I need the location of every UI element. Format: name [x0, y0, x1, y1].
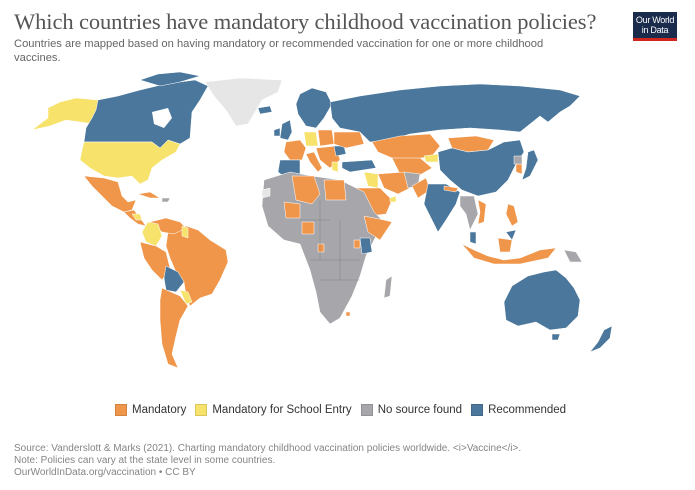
- world-map[interactable]: [0, 60, 695, 400]
- country-brazil[interactable]: [165, 225, 229, 307]
- legend-swatch-school-entry: [195, 404, 208, 416]
- country-japan[interactable]: [521, 149, 539, 181]
- country-greece[interactable]: [331, 161, 339, 173]
- country-ireland[interactable]: [273, 127, 281, 137]
- legend-item-school-entry[interactable]: Mandatory for School Entry: [195, 404, 352, 416]
- country-malaysia[interactable]: [469, 231, 477, 245]
- country-greenland[interactable]: [204, 77, 283, 127]
- legend-label-recommended: Recommended: [488, 404, 567, 416]
- legend-swatch-recommended: [471, 404, 484, 416]
- legend-label-school-entry: Mandatory for School Entry: [212, 404, 352, 416]
- country-indonesia[interactable]: [461, 243, 557, 265]
- logo-line-2: in Data: [641, 25, 669, 35]
- country-tasmania: [551, 333, 561, 341]
- country-north-korea[interactable]: [513, 155, 523, 165]
- legend-swatch-no-source: [360, 404, 373, 416]
- country-nicaragua[interactable]: [131, 213, 143, 221]
- country-korea[interactable]: [515, 163, 523, 175]
- country-poland[interactable]: [317, 129, 335, 147]
- country-mali[interactable]: [283, 201, 301, 219]
- legend-item-recommended[interactable]: Recommended: [471, 404, 566, 416]
- country-uganda[interactable]: [353, 239, 361, 249]
- chart-title: Which countries have mandatory childhood…: [14, 9, 597, 34]
- hudson-bay: [152, 108, 172, 128]
- url-text[interactable]: OurWorldInData.org/vaccination • CC BY: [14, 467, 196, 478]
- owid-logo[interactable]: Our World in Data: [633, 12, 677, 41]
- country-nigeria[interactable]: [301, 221, 315, 235]
- country-ethiopia-somalia[interactable]: [363, 215, 393, 241]
- country-ukraine[interactable]: [333, 131, 365, 149]
- country-gabon[interactable]: [317, 243, 325, 253]
- legend-label-no-source: No source found: [377, 404, 463, 416]
- country-argentina-chile[interactable]: [159, 287, 189, 369]
- country-scandinavia[interactable]: [295, 87, 333, 129]
- country-kenya[interactable]: [359, 237, 373, 255]
- country-lesotho[interactable]: [345, 311, 351, 317]
- country-borneo-indonesia[interactable]: [497, 237, 513, 253]
- chart-subtitle: Countries are mapped based on having man…: [14, 38, 544, 64]
- country-western-sahara[interactable]: [261, 187, 271, 199]
- country-madagascar[interactable]: [383, 275, 393, 299]
- legend-swatch-mandatory: [115, 404, 127, 416]
- legend-item-no-source[interactable]: No source found: [360, 404, 463, 416]
- country-alaska[interactable]: [31, 97, 103, 131]
- country-new-zealand[interactable]: [589, 325, 613, 353]
- country-nepal[interactable]: [443, 185, 459, 193]
- country-canada[interactable]: [83, 79, 209, 149]
- country-iran[interactable]: [377, 171, 411, 195]
- country-france[interactable]: [283, 139, 307, 161]
- country-italy[interactable]: [305, 151, 323, 173]
- country-mexico[interactable]: [83, 175, 137, 213]
- country-germany[interactable]: [303, 131, 319, 147]
- country-central-asia[interactable]: [391, 157, 433, 177]
- country-australia[interactable]: [503, 269, 581, 331]
- country-kyrgyzstan[interactable]: [423, 153, 439, 163]
- country-russia[interactable]: [329, 83, 581, 143]
- country-iceland[interactable]: [257, 105, 273, 115]
- legend-label-mandatory: Mandatory: [132, 404, 187, 416]
- country-cuba[interactable]: [137, 191, 161, 199]
- africa-borders: [300, 200, 360, 281]
- country-uk[interactable]: [279, 119, 293, 141]
- legend: Mandatory Mandatory for School Entry No …: [115, 404, 575, 416]
- country-borneo-malaysia[interactable]: [505, 229, 517, 241]
- note-text: Note: Policies can vary at the state lev…: [14, 455, 276, 466]
- country-vietnam[interactable]: [477, 199, 487, 225]
- canada-islands: [139, 71, 201, 87]
- footer: Source: Vanderslott & Marks (2021). Char…: [14, 443, 521, 479]
- country-philippines[interactable]: [505, 203, 519, 227]
- country-iraq[interactable]: [363, 171, 379, 189]
- country-paraguay[interactable]: [179, 289, 193, 305]
- country-myanmar-thailand[interactable]: [459, 195, 479, 231]
- country-turkey[interactable]: [341, 159, 377, 173]
- source-text: Source: Vanderslott & Marks (2021). Char…: [14, 443, 522, 454]
- logo-line-1: Our World: [635, 15, 675, 25]
- country-united-states[interactable]: [79, 139, 181, 185]
- country-uae[interactable]: [389, 195, 397, 203]
- country-haiti[interactable]: [161, 197, 171, 203]
- country-egypt[interactable]: [323, 179, 347, 201]
- country-india[interactable]: [423, 183, 461, 233]
- legend-item-mandatory[interactable]: Mandatory: [115, 404, 186, 416]
- country-bolivia[interactable]: [163, 265, 185, 293]
- country-guyana[interactable]: [181, 225, 189, 239]
- country-algeria-libya[interactable]: [291, 175, 321, 205]
- country-papua-new-guinea[interactable]: [563, 249, 583, 263]
